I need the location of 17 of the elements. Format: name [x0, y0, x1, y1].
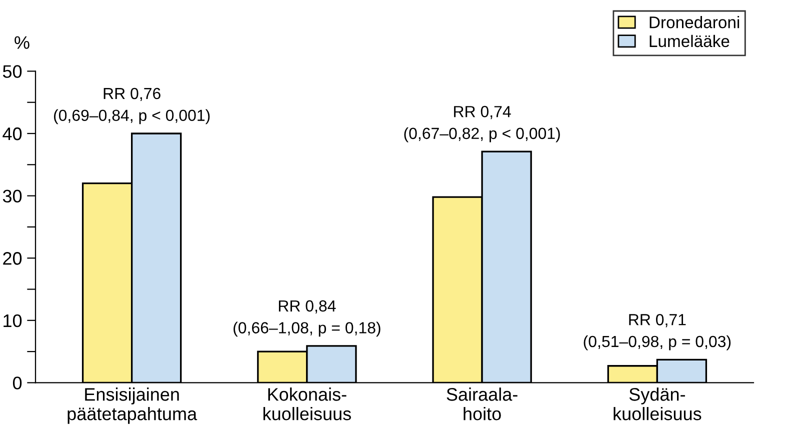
y-tick-label: 50	[2, 65, 22, 78]
x-tick-label: Sairaala- hoito	[446, 388, 518, 420]
x-tick-label: Sydän- kuolleisuus	[614, 388, 702, 420]
legend-label: Dronedaroni	[650, 16, 740, 28]
annotation: RR 0,74 (0,67–0,82, p < 0,001)	[404, 106, 560, 142]
y-axis-title: %	[14, 36, 30, 49]
y-tick-label: 30	[2, 190, 22, 203]
y-tick-label: 10	[4, 314, 22, 328]
x-tick-label: Kokonais- kuolleisuus	[263, 388, 351, 420]
x-tick-label: Ensisijainen päätetapahtuma	[68, 388, 198, 424]
legend-label: Lumelääke	[650, 34, 730, 48]
y-tick-label: 20	[3, 252, 22, 265]
annotation: RR 0,71 (0,51–0,98, p = 0,03)	[584, 314, 731, 350]
y-tick-label: 40	[2, 127, 22, 140]
annotation: RR 0,76 (0,69–0,84, p < 0,001)	[54, 88, 210, 124]
y-tick-label: 0	[12, 376, 22, 390]
annotation: RR 0,84 (0,66–1,08, p = 0,18)	[234, 300, 380, 337]
